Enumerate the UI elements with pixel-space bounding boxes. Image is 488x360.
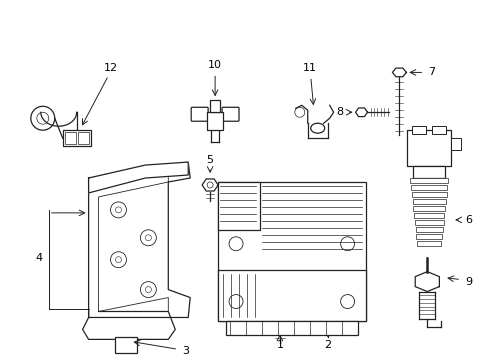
Text: 4: 4 [35,253,42,263]
Bar [64,132,76,144]
FancyBboxPatch shape [222,107,239,121]
Text: 5: 5 [206,155,213,165]
Polygon shape [82,311,175,339]
Text: 11: 11 [302,63,316,73]
Bar [412,199,445,204]
Bar [218,182,260,230]
Text: 2: 2 [324,340,330,350]
Bar [207,112,223,130]
Bar [415,227,442,232]
Bar [413,213,444,218]
Bar [410,185,447,190]
Bar [210,100,220,112]
Polygon shape [88,162,190,318]
Text: 12: 12 [103,63,117,73]
Text: 3: 3 [182,346,188,356]
Bar [411,126,426,134]
Bar [431,126,446,134]
Text: 7: 7 [427,67,434,77]
Bar [411,192,446,197]
Bar [62,130,90,146]
Text: 6: 6 [465,215,472,225]
Bar [115,337,137,353]
Ellipse shape [310,123,324,133]
Text: 8: 8 [335,107,343,117]
Bar [218,270,365,321]
Text: 1: 1 [276,340,283,350]
FancyBboxPatch shape [191,107,208,121]
Bar [414,220,443,225]
Bar [407,130,450,166]
Bar [78,132,88,144]
Bar [450,138,460,150]
Bar [409,178,447,183]
Polygon shape [88,162,188,193]
Bar [416,241,441,246]
Bar [225,321,357,336]
Text: 10: 10 [208,60,222,71]
Bar [415,234,441,239]
Bar [218,182,365,321]
Bar [412,166,444,178]
Bar [412,206,444,211]
Text: 9: 9 [465,276,472,287]
